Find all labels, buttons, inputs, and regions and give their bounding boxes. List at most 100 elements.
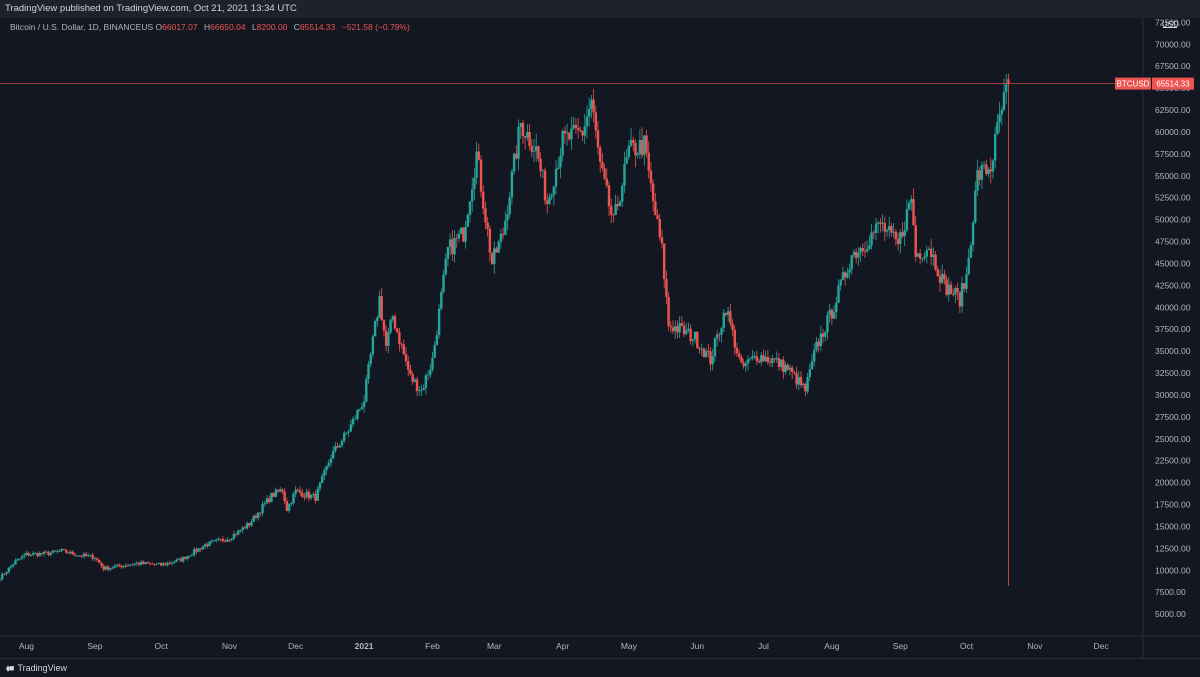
candle-body bbox=[212, 540, 216, 542]
candle-body bbox=[848, 269, 851, 273]
y-tick-label: 27500.00 bbox=[1155, 412, 1191, 422]
candle-body bbox=[790, 367, 794, 373]
candle-body bbox=[137, 562, 141, 565]
candle-body bbox=[208, 541, 211, 547]
candle-body bbox=[632, 139, 635, 143]
candle-body bbox=[788, 367, 792, 370]
candle-body bbox=[828, 309, 831, 315]
candle-body bbox=[696, 331, 699, 349]
candle-body bbox=[157, 562, 161, 564]
candle-body bbox=[667, 296, 670, 326]
candle-body bbox=[73, 554, 77, 556]
y-tick-label: 72500.00 bbox=[1155, 17, 1191, 27]
candle-body bbox=[243, 527, 247, 529]
candle-body bbox=[817, 341, 820, 347]
candle-body bbox=[610, 206, 613, 215]
candle-body bbox=[647, 152, 650, 171]
y-tick-label: 35000.00 bbox=[1155, 346, 1191, 356]
candle-body bbox=[808, 369, 812, 378]
candle-body bbox=[60, 548, 63, 551]
candle-body bbox=[702, 348, 706, 358]
candle-body bbox=[117, 564, 121, 566]
candle-body bbox=[111, 567, 114, 569]
candle-body bbox=[415, 379, 419, 392]
candle-body bbox=[579, 130, 582, 132]
low-value: 8200.00 bbox=[256, 22, 288, 32]
candle-body bbox=[885, 230, 889, 232]
candle-body bbox=[782, 359, 785, 373]
candle-body bbox=[941, 274, 944, 283]
candle-body bbox=[720, 328, 723, 335]
candle-body bbox=[164, 563, 167, 565]
candle-body bbox=[429, 369, 432, 375]
tradingview-logo-icon[interactable]: ⬧■ bbox=[6, 663, 14, 673]
candle-body bbox=[943, 274, 946, 280]
candle-body bbox=[148, 563, 152, 565]
candle-body bbox=[120, 565, 123, 568]
candle-body bbox=[409, 369, 412, 375]
candle-body bbox=[541, 170, 545, 172]
candle-body bbox=[292, 493, 295, 504]
candle-body bbox=[3, 573, 6, 575]
candle-body bbox=[910, 199, 913, 203]
candle-body bbox=[499, 233, 503, 242]
candle-body bbox=[504, 220, 507, 235]
candle-body bbox=[737, 353, 741, 357]
candle-body bbox=[9, 565, 13, 568]
candle-body bbox=[773, 358, 776, 360]
candle-body bbox=[84, 553, 88, 556]
candle-body bbox=[254, 515, 258, 518]
candle-body bbox=[389, 319, 392, 333]
currency-label[interactable]: USD bbox=[1162, 20, 1179, 29]
candle-body bbox=[336, 446, 339, 448]
candle-body bbox=[210, 540, 214, 542]
candle-body bbox=[645, 135, 648, 153]
candle-body bbox=[312, 493, 315, 495]
candle-body bbox=[424, 375, 428, 389]
candle-body bbox=[453, 237, 456, 255]
candle-body bbox=[901, 232, 904, 237]
candle-body bbox=[508, 197, 511, 215]
candle-body bbox=[184, 556, 187, 559]
candle-body bbox=[506, 214, 509, 221]
candle-body bbox=[757, 360, 761, 363]
x-tick-label: Apr bbox=[556, 641, 569, 651]
candle-body bbox=[735, 347, 739, 354]
candle-body bbox=[204, 544, 207, 547]
change-value: −521.58 (−0.79%) bbox=[341, 22, 410, 32]
candle-body bbox=[674, 326, 677, 332]
candle-body bbox=[830, 309, 834, 319]
candle-body bbox=[700, 348, 703, 350]
candle-body bbox=[252, 515, 255, 522]
candle-body bbox=[996, 122, 999, 135]
candle-body bbox=[95, 558, 99, 560]
candle-body bbox=[568, 132, 571, 140]
candle-body bbox=[47, 552, 50, 556]
candle-body bbox=[354, 418, 357, 420]
candle-body bbox=[14, 560, 17, 565]
x-tick-label: May bbox=[621, 641, 638, 651]
candle-body bbox=[320, 475, 324, 483]
candle-body bbox=[755, 356, 759, 361]
candle-body bbox=[751, 356, 754, 359]
candle-body bbox=[841, 272, 845, 281]
candle-body bbox=[585, 116, 589, 127]
candle-body bbox=[159, 562, 163, 566]
candle-body bbox=[685, 330, 688, 335]
price-chart[interactable]: 72500.0070000.0067500.0065000.0062500.00… bbox=[0, 0, 1200, 658]
candle-body bbox=[947, 284, 951, 295]
candle-body bbox=[49, 552, 52, 556]
candle-body bbox=[614, 204, 617, 216]
candle-body bbox=[526, 132, 529, 138]
candle-body bbox=[201, 546, 205, 550]
candle-body bbox=[53, 550, 57, 552]
price-tag: BTCUSD 65514.33 bbox=[1115, 77, 1194, 90]
candle-body bbox=[510, 171, 514, 198]
candle-body bbox=[693, 331, 697, 340]
candle-body bbox=[912, 199, 915, 226]
candle-body bbox=[916, 253, 920, 257]
x-tick-label: Feb bbox=[425, 641, 440, 651]
candle-body bbox=[12, 564, 15, 566]
x-tick-label: Jul bbox=[758, 641, 769, 651]
candle-body bbox=[678, 323, 681, 333]
